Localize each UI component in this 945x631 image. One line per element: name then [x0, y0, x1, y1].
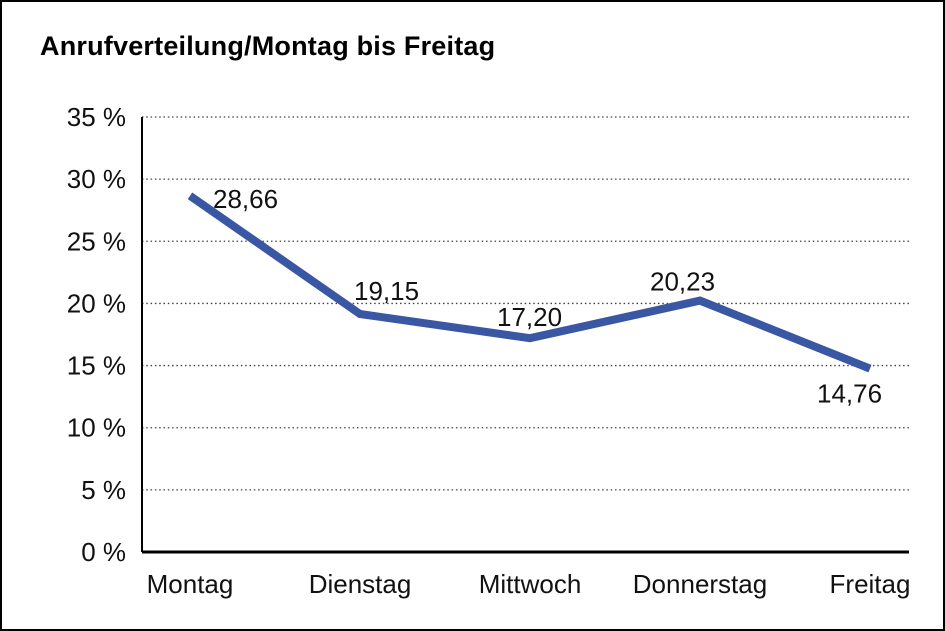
- x-category-label: Mittwoch: [479, 569, 582, 599]
- data-point-label: 19,15: [354, 276, 419, 306]
- data-series-line: [187, 192, 872, 373]
- data-point-label: 28,66: [213, 184, 278, 214]
- y-tick-label: 30 %: [67, 164, 126, 194]
- y-tick-label: 20 %: [67, 288, 126, 318]
- x-category-label: Montag: [147, 569, 234, 599]
- y-tick-label: 10 %: [67, 413, 126, 443]
- data-point-label: 14,76: [817, 379, 882, 409]
- y-tick-label: 35 %: [67, 102, 126, 132]
- y-tick-label: 0 %: [81, 537, 126, 567]
- data-point-label: 17,20: [497, 302, 562, 332]
- x-category-label: Dienstag: [309, 569, 412, 599]
- y-tick-label: 5 %: [81, 475, 126, 505]
- data-point-label: 20,23: [650, 267, 715, 297]
- x-category-label: Freitag: [830, 569, 911, 599]
- y-tick-label: 15 %: [67, 351, 126, 381]
- x-category-label: Donnerstag: [633, 569, 767, 599]
- y-tick-label: 25 %: [67, 226, 126, 256]
- chart-title: Anrufverteilung/Montag bis Freitag: [40, 31, 496, 61]
